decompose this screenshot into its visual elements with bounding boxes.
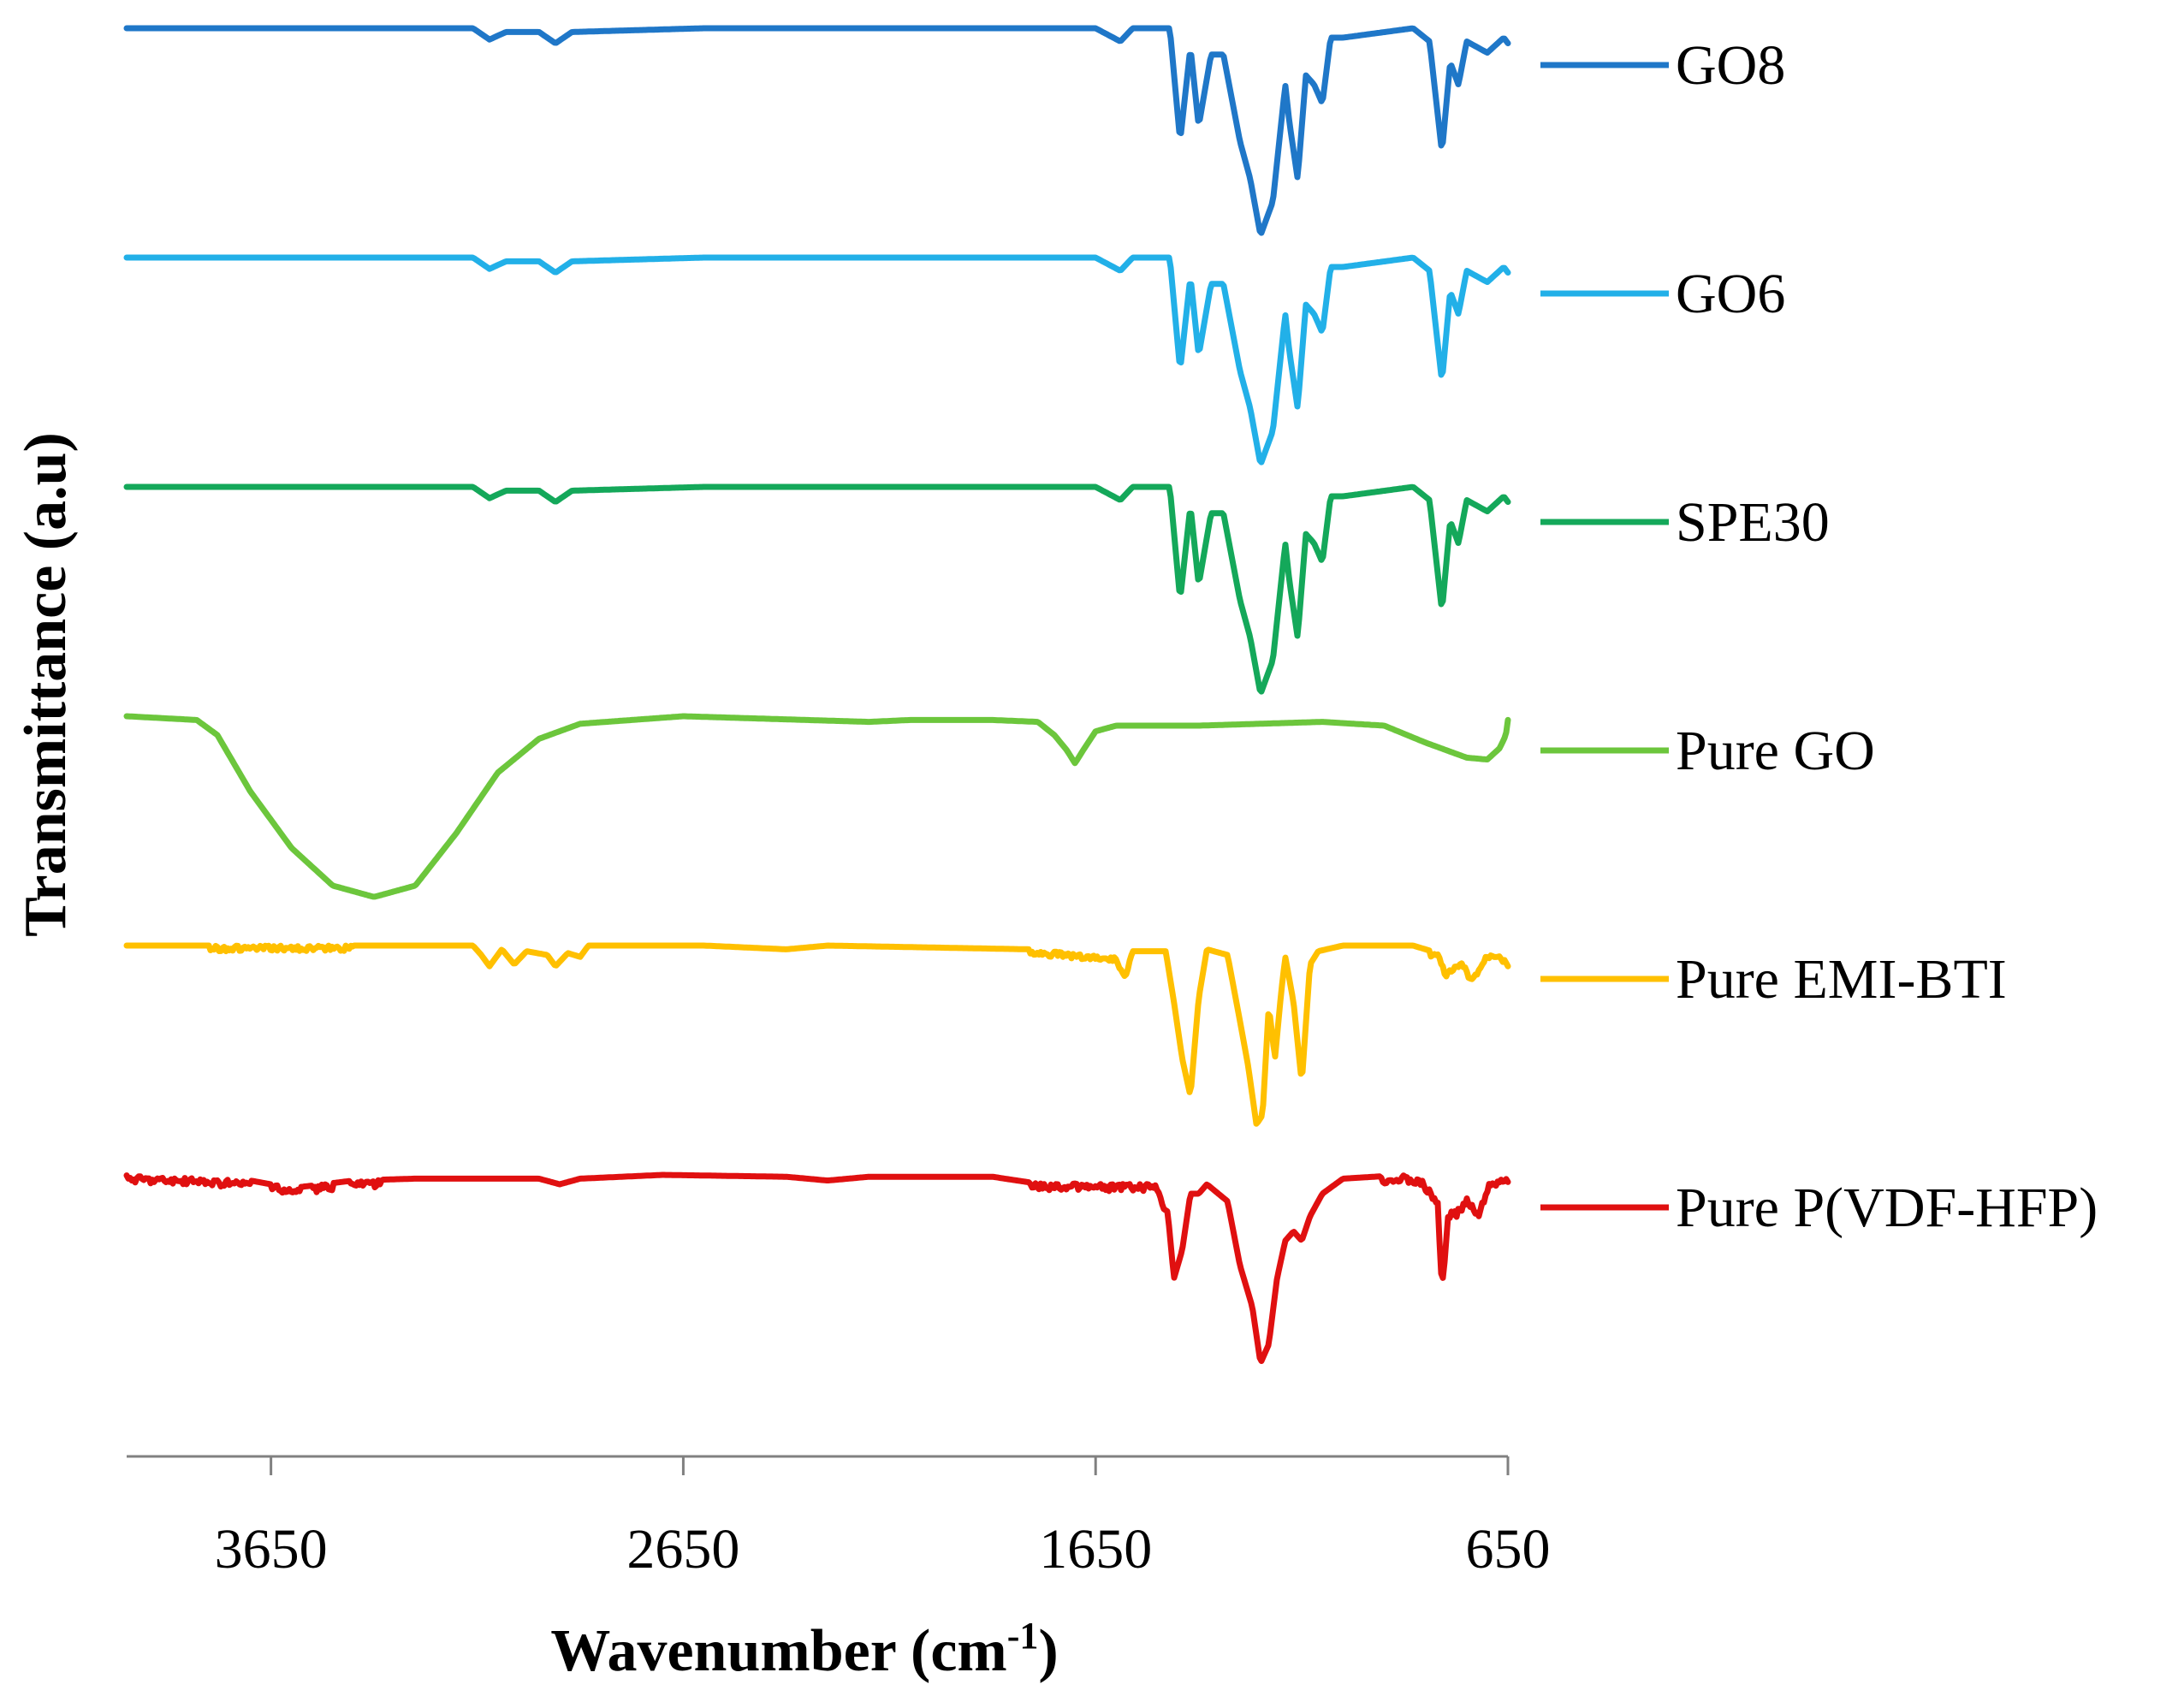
series-line-spe30 xyxy=(123,483,1511,695)
legend-label-spe30: SPE30 xyxy=(1676,491,1830,554)
legend-label-go8: GO8 xyxy=(1676,34,1785,97)
series-layer xyxy=(123,25,1511,1364)
legend-label-pure-p-vdf-hfp: Pure P(VDF-HFP) xyxy=(1676,1177,2098,1239)
legend-label-pure-emi-bti: Pure EMI-BTI xyxy=(1676,948,2007,1011)
series-line-go6 xyxy=(123,254,1511,466)
series-line-pure-go xyxy=(123,713,1511,900)
x-axis-title: Wavenumber (cm-1) xyxy=(550,1615,1058,1684)
x-tick-label-650: 650 xyxy=(1466,1518,1551,1580)
legend: GO8 GO6 SPE30 Pure GO Pure EMI-BTI Pure P(VDF… xyxy=(1540,34,2098,1239)
series-line-pure-emi-bti xyxy=(123,942,1511,1127)
x-tick-label-2650: 2650 xyxy=(626,1518,739,1580)
series-line-go8 xyxy=(123,25,1511,236)
series-line-pure-p-vdf-hfp xyxy=(123,1171,1511,1364)
x-tick-label-1650: 1650 xyxy=(1039,1518,1152,1580)
y-axis-title: Transmittance (a.u) xyxy=(13,432,79,937)
x-ticks: 3650 2650 1650 650 xyxy=(215,1456,1551,1580)
legend-label-go6: GO6 xyxy=(1676,263,1785,325)
x-tick-label-3650: 3650 xyxy=(215,1518,328,1580)
legend-label-pure-go: Pure GO xyxy=(1676,720,1875,782)
